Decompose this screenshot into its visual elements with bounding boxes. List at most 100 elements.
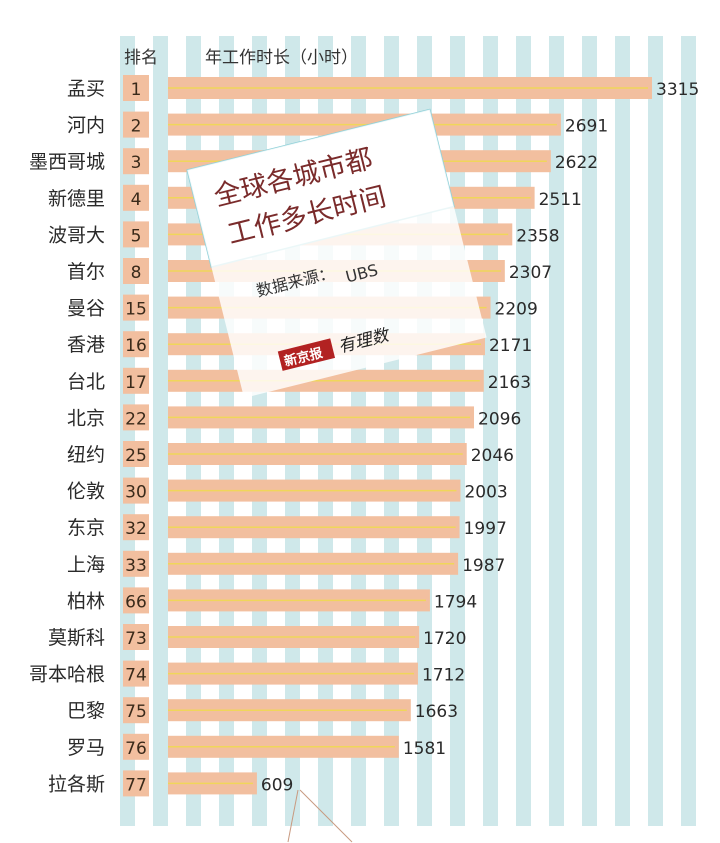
bar-row: 上海 33 1987 [67,550,505,577]
city-label: 新德里 [48,188,105,210]
rank-box [123,514,149,541]
bar-row: 东京 32 1997 [67,514,507,541]
rank-label: 1 [131,80,142,100]
rank-label: 17 [125,373,147,393]
city-label: 东京 [67,517,105,539]
value-label: 609 [261,775,293,795]
city-label: 柏林 [67,590,105,612]
rank-label: 30 [125,483,147,503]
brand-logo-box [277,338,336,371]
bar-row: 伦敦 30 2003 [67,477,508,504]
bar-row: 罗马 76 1581 [67,733,446,760]
rank-box [123,441,149,467]
city-label: 波哥大 [48,224,105,246]
rank-label: 33 [125,556,147,576]
city-label: 罗马 [67,737,105,759]
city-label: 伦敦 [67,481,105,503]
rank-label: 73 [125,629,147,649]
rank-label: 66 [125,592,147,612]
city-label: 巴黎 [67,700,105,722]
value-label: 2163 [488,373,531,393]
rank-box [123,184,149,211]
rank-label: 74 [125,666,147,686]
background-stripe [681,36,696,826]
title-card: 全球各城市都 工作多长时间 数据来源： UBS 新京报 有理数 [186,108,487,399]
rank-label: 32 [125,519,147,539]
city-label: 北京 [67,407,105,429]
title-card-panel [187,109,487,399]
rank-label: 4 [131,190,142,210]
value-label: 2622 [555,153,598,173]
value-header: 年工作时长（小时） [205,48,358,68]
rank-label: 2 [131,117,142,137]
value-label: 1987 [462,556,505,576]
rank-header: 排名 [124,48,158,68]
rank-box [123,75,149,101]
background-stripe [516,36,531,826]
bar-row: 河内 2 2691 [67,111,608,138]
value-label: 2046 [471,446,514,466]
value-label: 1997 [464,519,507,539]
background-stripe [582,36,597,826]
city-label: 拉各斯 [48,773,105,795]
city-label: 哥本哈根 [29,664,105,686]
city-label: 首尔 [67,261,105,283]
value-label: 2209 [495,300,538,320]
city-label: 莫斯科 [48,627,105,649]
value-label: 1794 [434,592,477,612]
rank-box [123,404,149,431]
bar-row: 孟买 1 3315 [67,75,699,101]
bar-row: 北京 22 2096 [67,404,521,431]
city-label: 墨西哥城 [29,151,105,173]
background-stripe [153,36,168,826]
rank-box [123,624,149,650]
rank-box [123,770,149,797]
rank-label: 77 [125,775,147,795]
pointer-line-left [287,789,299,843]
rank-label: 16 [125,336,147,356]
rank-box [123,477,149,504]
rank-box [123,367,149,394]
value-label: 2171 [489,336,532,356]
bar-row: 纽约 25 2046 [67,441,514,467]
rank-box [123,550,149,577]
rank-box [123,111,149,138]
rank-box [123,221,149,248]
pointer-line-right [299,789,353,843]
bar-row: 哥本哈根 74 1712 [29,660,465,687]
value-label: 2003 [464,483,507,503]
value-label: 2307 [509,263,552,283]
bar-row: 拉各斯 77 609 [48,770,293,797]
rank-box [123,148,149,175]
value-label: 2358 [516,226,559,246]
value-label: 3315 [656,80,699,100]
rank-label: 22 [125,409,147,429]
rank-box [123,587,149,614]
bar-row: 柏林 66 1794 [67,587,477,614]
city-label: 上海 [67,554,105,576]
city-label: 曼谷 [67,298,105,320]
value-label: 2096 [478,409,521,429]
background-stripe [648,36,663,826]
bar-row: 巴黎 75 1663 [67,697,458,724]
value-label: 1720 [423,629,466,649]
background-stripe [615,36,630,826]
city-label: 香港 [67,334,105,356]
rank-label: 15 [125,300,147,320]
city-label: 台北 [67,371,105,393]
rank-label: 3 [131,153,142,173]
rank-box [123,258,149,284]
rank-box [123,733,149,760]
city-label: 河内 [67,115,105,137]
rank-label: 5 [131,226,142,246]
bar-row: 莫斯科 73 1720 [48,624,466,650]
value-label: 2691 [565,117,608,137]
value-label: 2511 [539,190,582,210]
value-label: 1712 [422,666,465,686]
rank-label: 76 [125,739,147,759]
value-label: 1581 [403,739,446,759]
rank-label: 75 [125,702,147,722]
rank-box [123,660,149,687]
